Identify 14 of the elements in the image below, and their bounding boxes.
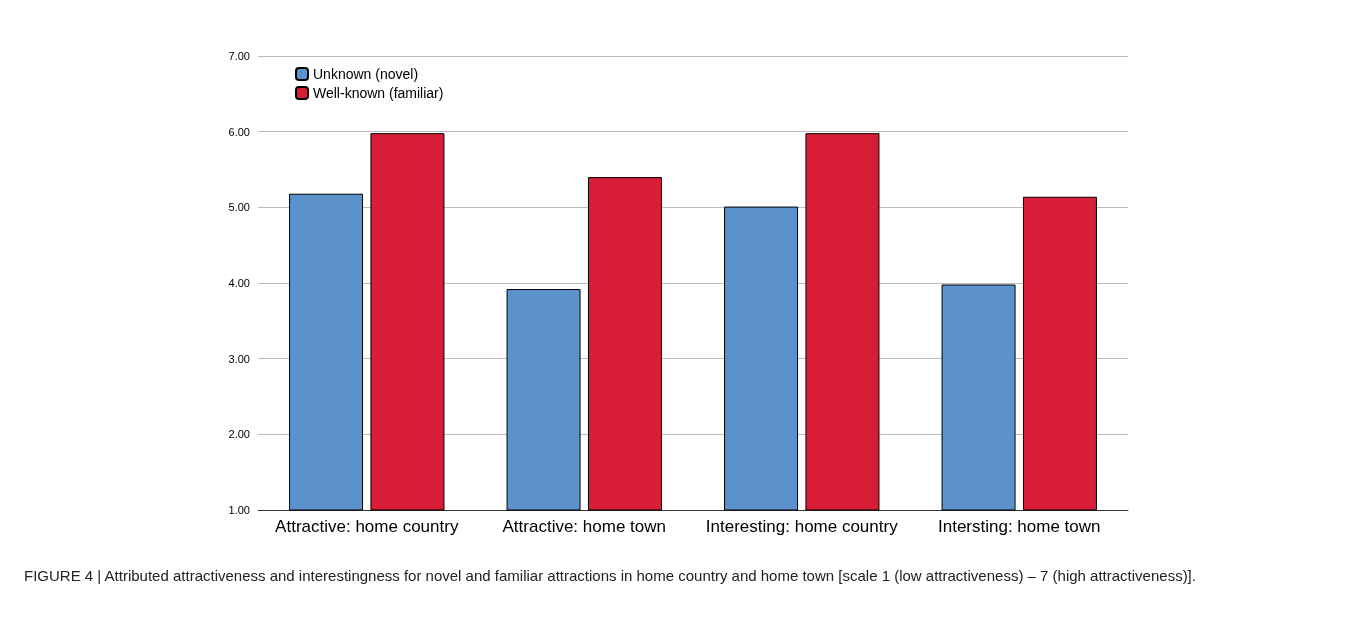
y-tick-label: 5.00: [228, 201, 250, 214]
x-tick-label: Interesting: home country: [705, 517, 899, 536]
legend-label: Well-known (familiar): [313, 85, 444, 101]
x-tick-label: Attractive: home country: [275, 517, 459, 536]
legend-label: Unknown (novel): [313, 66, 419, 82]
y-tick-label: 7.00: [228, 50, 250, 62]
caption: FIGURE 4 | Attributed attractiveness and interestingness for novel and familiar attractions in home country and home town [scale 1 (low attractiveness) – 7 (high attractiveness)].: [24, 566, 1197, 586]
x-tick-label: Attractive: home town: [502, 517, 666, 536]
y-tick-label: 6.00: [228, 125, 250, 138]
y-tick-label: 4.00: [228, 277, 250, 289]
y-tick-label: 2.00: [228, 428, 250, 441]
y-tick-label: 3.00: [228, 352, 250, 365]
x-tick-label: Intersting: home town: [937, 517, 1101, 536]
y-tick-label: 1.00: [228, 504, 250, 516]
